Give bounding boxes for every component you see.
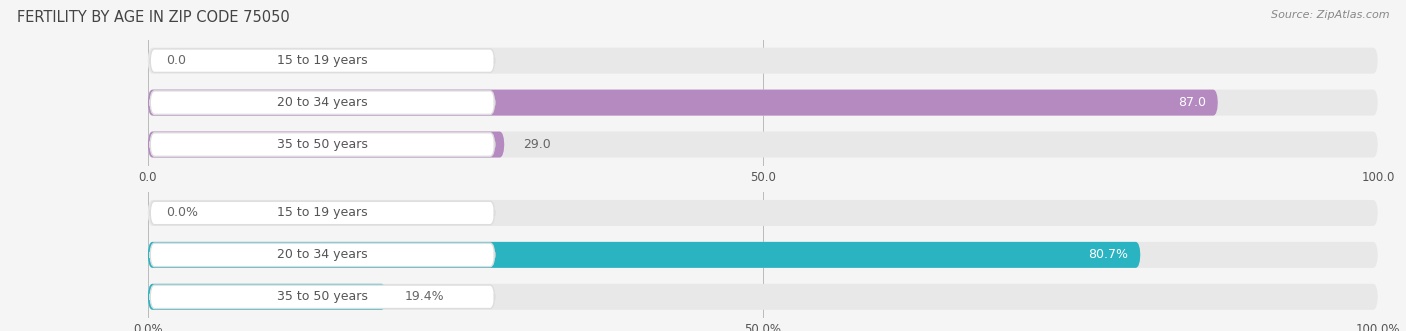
Text: 19.4%: 19.4% — [405, 290, 444, 303]
FancyBboxPatch shape — [150, 49, 495, 72]
FancyBboxPatch shape — [150, 243, 495, 266]
FancyBboxPatch shape — [148, 48, 1378, 74]
FancyBboxPatch shape — [148, 200, 1378, 226]
FancyBboxPatch shape — [148, 131, 505, 158]
FancyBboxPatch shape — [148, 242, 1378, 268]
Text: 87.0: 87.0 — [1178, 96, 1206, 109]
FancyBboxPatch shape — [150, 285, 495, 308]
FancyBboxPatch shape — [148, 90, 1378, 116]
Text: 20 to 34 years: 20 to 34 years — [277, 96, 367, 109]
FancyBboxPatch shape — [148, 284, 387, 310]
Text: 15 to 19 years: 15 to 19 years — [277, 54, 367, 67]
Text: 29.0: 29.0 — [523, 138, 551, 151]
FancyBboxPatch shape — [148, 242, 1140, 268]
FancyBboxPatch shape — [150, 133, 495, 156]
FancyBboxPatch shape — [148, 131, 1378, 158]
Text: 80.7%: 80.7% — [1088, 248, 1128, 261]
Text: 0.0%: 0.0% — [166, 207, 198, 219]
Text: FERTILITY BY AGE IN ZIP CODE 75050: FERTILITY BY AGE IN ZIP CODE 75050 — [17, 10, 290, 25]
Text: 0.0: 0.0 — [166, 54, 186, 67]
FancyBboxPatch shape — [148, 284, 1378, 310]
Text: Source: ZipAtlas.com: Source: ZipAtlas.com — [1271, 10, 1389, 20]
FancyBboxPatch shape — [148, 90, 1218, 116]
FancyBboxPatch shape — [150, 201, 495, 225]
Text: 20 to 34 years: 20 to 34 years — [277, 248, 367, 261]
Text: 35 to 50 years: 35 to 50 years — [277, 290, 368, 303]
Text: 15 to 19 years: 15 to 19 years — [277, 207, 367, 219]
Text: 35 to 50 years: 35 to 50 years — [277, 138, 368, 151]
FancyBboxPatch shape — [150, 91, 495, 114]
